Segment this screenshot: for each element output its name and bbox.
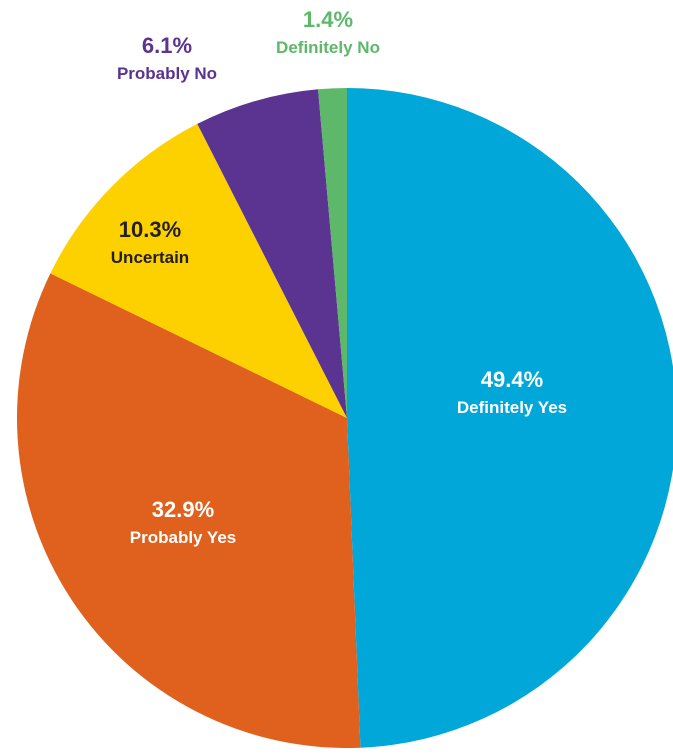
pie-slices [17, 88, 673, 749]
pie-slice-probably-yes [17, 273, 361, 749]
pie-slice-definitely-no [318, 88, 347, 418]
slice-value-label-definitely-yes: 49.4% [481, 367, 543, 392]
pie-labels: 49.4% Definitely Yes 32.9% Probably Yes 10.3… [111, 7, 567, 547]
pie-slice-probably-no [197, 89, 347, 418]
pie-slice-uncertain [50, 123, 348, 419]
slice-name-label-definitely-no: Definitely No [276, 38, 380, 57]
slice-value-label-definitely-no: 1.4% [303, 7, 353, 32]
slice-value-label-uncertain: 10.3% [119, 217, 181, 242]
slice-value-label-probably-yes: 32.9% [152, 497, 214, 522]
slice-value-label-probably-no: 6.1% [142, 33, 192, 58]
pie-slice-definitely-yes [347, 88, 673, 748]
slice-name-label-uncertain: Uncertain [111, 248, 189, 267]
slice-name-label-probably-yes: Probably Yes [130, 528, 236, 547]
slice-name-label-definitely-yes: Definitely Yes [457, 398, 567, 417]
slice-name-label-probably-no: Probably No [117, 64, 217, 83]
